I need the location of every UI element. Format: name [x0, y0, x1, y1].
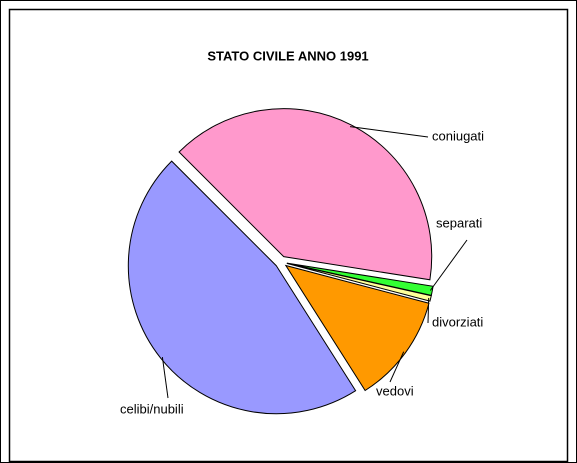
leader-line	[427, 297, 430, 324]
slice-label: vedovi	[376, 383, 414, 398]
pie-slice	[284, 264, 430, 392]
leader-line	[429, 239, 468, 291]
slice-label: celibi/nubili	[120, 401, 184, 416]
chart-title: STATO CIVILE ANNO 1991	[207, 48, 368, 63]
leader-line	[389, 351, 405, 383]
pie-slice	[178, 108, 433, 281]
pie-slice	[286, 262, 432, 302]
slice-label: divorziati	[432, 314, 483, 329]
slice-label: coniugati	[432, 128, 484, 143]
leader-line	[349, 126, 429, 138]
pie-slice	[127, 160, 357, 415]
leader-line	[161, 356, 169, 399]
slice-label: separati	[436, 215, 482, 230]
